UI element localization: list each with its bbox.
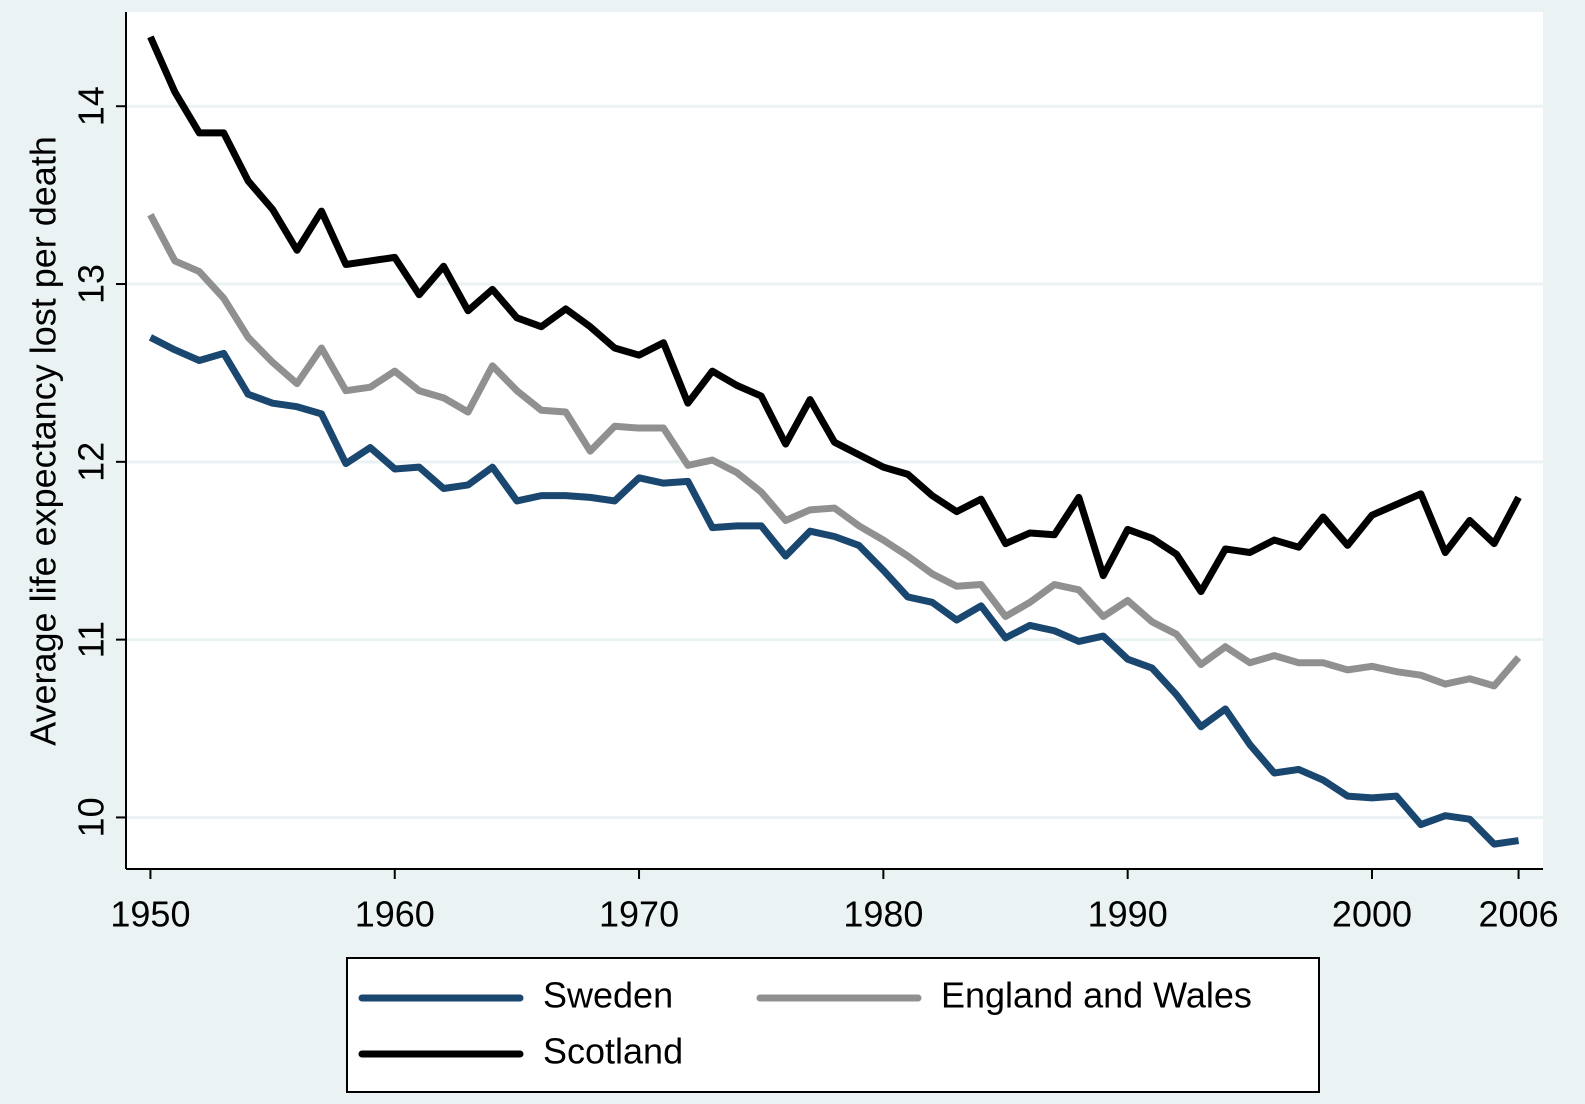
x-tick-label: 1950	[110, 894, 190, 935]
x-tick-label: 1970	[599, 894, 679, 935]
y-tick-label: 13	[71, 264, 112, 304]
legend-box	[346, 957, 1320, 1093]
x-tick-label: 1990	[1088, 894, 1168, 935]
y-tick-label: 11	[71, 621, 112, 658]
y-tick-label: 14	[71, 86, 112, 126]
x-tick-label: 2000	[1332, 894, 1412, 935]
legend-label: England and Wales	[941, 975, 1252, 1016]
series-line	[147, 213, 1522, 690]
legend-label: Scotland	[543, 1031, 683, 1072]
y-axis-label: Average life expectancy lost per death	[23, 136, 64, 746]
x-tick-label: 2006	[1479, 894, 1559, 935]
y-tick-label: 10	[71, 797, 112, 837]
x-tick-label: 1960	[355, 894, 435, 935]
series-line	[148, 334, 1520, 848]
series-line	[147, 35, 1522, 596]
legend-label: Sweden	[543, 975, 673, 1016]
y-tick-label: 12	[71, 442, 112, 482]
x-tick-label: 1980	[843, 894, 923, 935]
